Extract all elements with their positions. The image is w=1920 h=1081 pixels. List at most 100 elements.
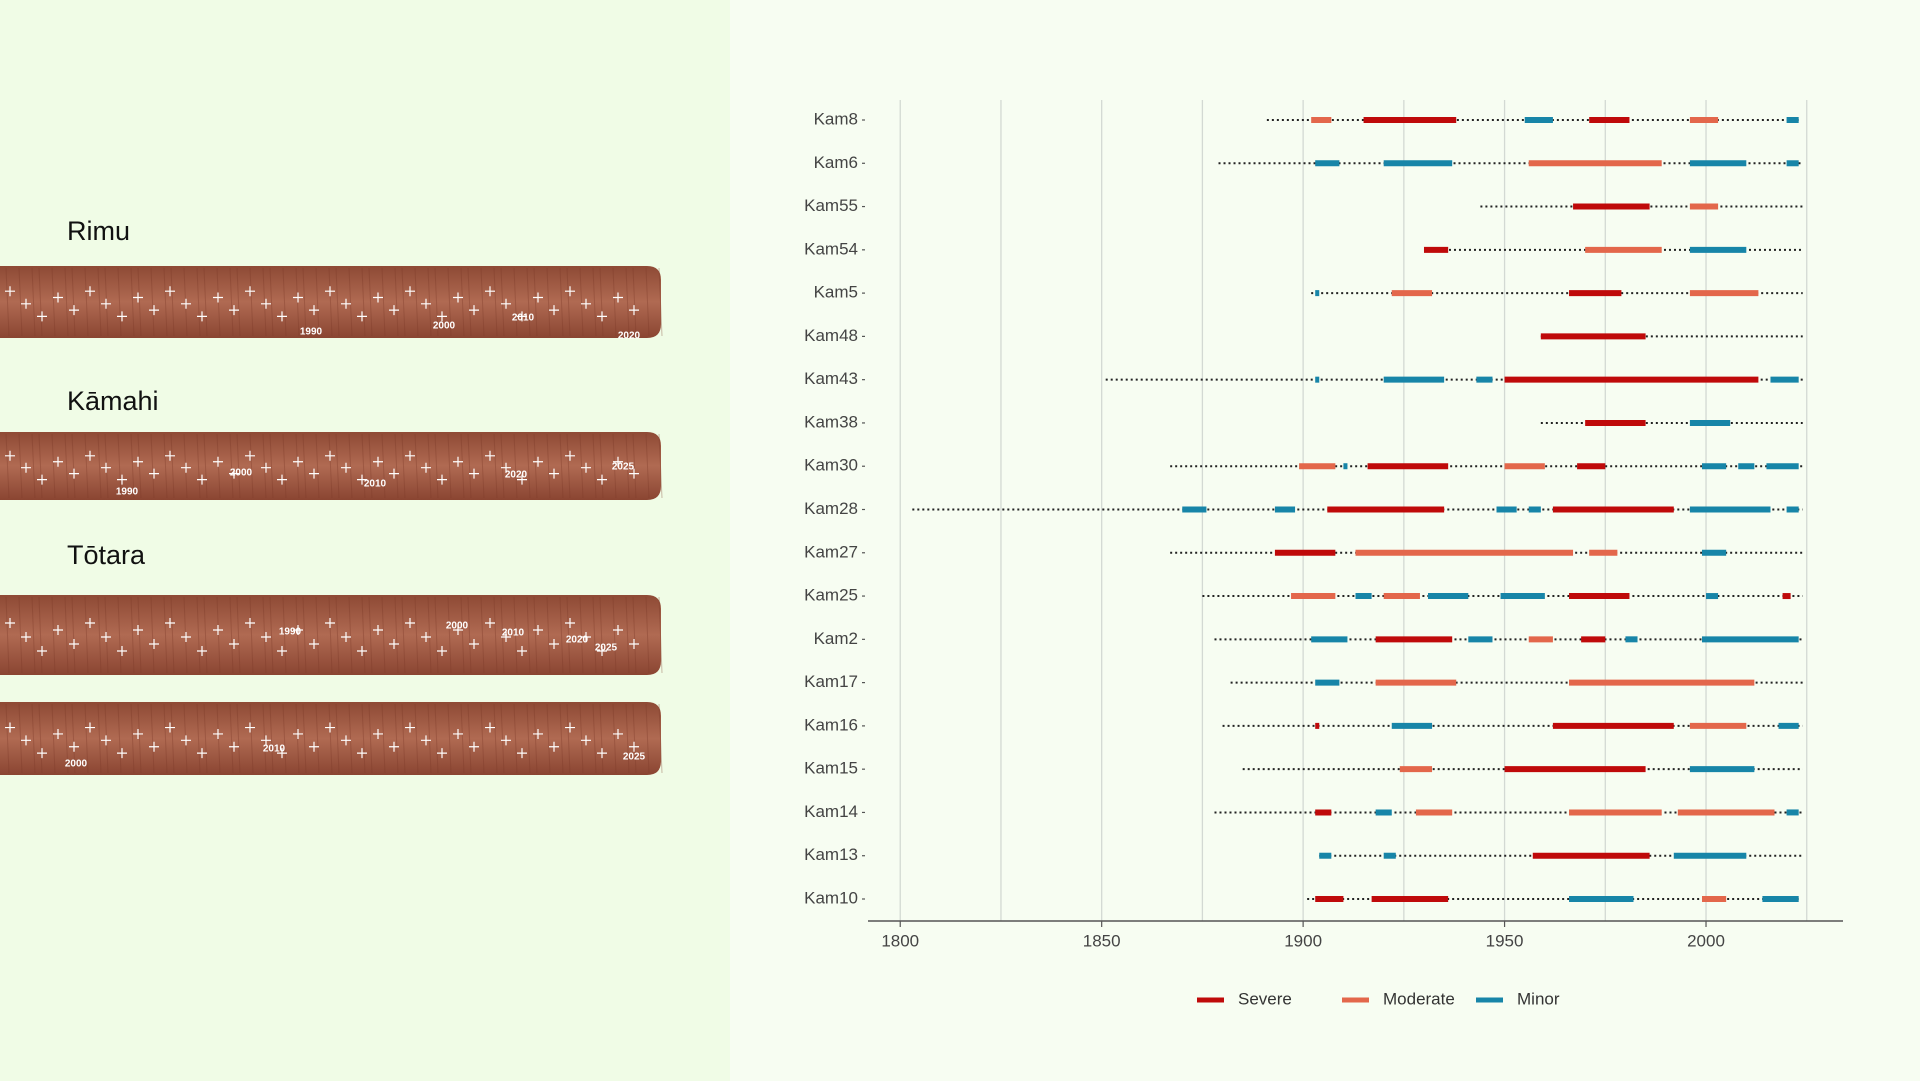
ring-marker	[613, 292, 623, 303]
ring-marker	[101, 298, 111, 309]
x-tick-label: 1850	[1083, 931, 1121, 950]
ring	[170, 267, 175, 337]
ring-marker	[149, 305, 159, 316]
row-label: Kam54	[804, 239, 858, 258]
ring-marker	[165, 722, 175, 733]
ring-marker	[133, 625, 143, 635]
ring-marker	[309, 639, 319, 649]
row-label: Kam2	[814, 629, 858, 648]
row-label: Kam43	[804, 369, 858, 388]
ring	[645, 267, 650, 337]
row-label: Kam30	[804, 456, 858, 475]
ring	[368, 703, 373, 774]
ring-marker	[245, 618, 255, 628]
ring-marker	[597, 311, 607, 322]
ring-marker	[261, 632, 271, 642]
row-label: Kam14	[804, 802, 858, 821]
ring-marker	[453, 728, 463, 739]
ring-marker	[373, 625, 383, 635]
ring	[249, 267, 254, 337]
ring-marker	[485, 618, 495, 628]
ring	[658, 267, 663, 337]
ring	[361, 433, 366, 499]
ring-marker	[373, 292, 383, 303]
ring-marker	[373, 456, 383, 467]
ring-marker	[181, 735, 191, 746]
ring	[401, 596, 406, 674]
ring	[414, 267, 419, 337]
ring	[31, 703, 36, 774]
ring	[71, 703, 76, 774]
ring	[335, 267, 340, 337]
ring-marker	[517, 474, 527, 485]
ring-marker	[197, 474, 207, 485]
core-image	[0, 595, 661, 675]
ring	[229, 596, 234, 674]
ring	[480, 596, 485, 674]
ring	[5, 596, 10, 674]
ring-marker	[37, 474, 47, 485]
ring-marker	[37, 646, 47, 656]
ring-marker	[437, 646, 447, 656]
ring-marker	[469, 305, 479, 316]
row-label: Kam10	[804, 888, 858, 907]
ring-marker	[485, 450, 495, 461]
ring	[282, 596, 287, 674]
ring	[269, 703, 274, 774]
ring	[414, 433, 419, 499]
ring	[526, 433, 531, 499]
ring	[381, 433, 386, 499]
ring	[18, 596, 23, 674]
ring	[526, 267, 531, 337]
ring	[31, 267, 36, 337]
ring-marker	[629, 305, 639, 316]
ring-marker	[549, 741, 559, 752]
ring-marker	[5, 286, 15, 297]
ring	[513, 596, 518, 674]
ring-marker	[341, 462, 351, 473]
ring	[447, 596, 452, 674]
ring	[533, 267, 538, 337]
ring	[348, 433, 353, 499]
core-year-label: 2010	[512, 313, 535, 324]
ring-marker	[357, 474, 367, 485]
row-label: Kam15	[804, 759, 858, 778]
ring	[315, 267, 320, 337]
ring	[64, 596, 69, 674]
ring-marker	[389, 639, 399, 649]
ring	[368, 433, 373, 499]
ring-marker	[197, 748, 207, 759]
ring-marker	[517, 311, 527, 322]
ring	[401, 433, 406, 499]
ring	[361, 267, 366, 337]
ring-marker	[133, 728, 143, 739]
ring	[493, 703, 498, 774]
core-year-label: 2020	[618, 331, 641, 342]
ring-marker	[485, 722, 495, 733]
ring-marker	[597, 474, 607, 485]
ring-marker	[549, 305, 559, 316]
ring-marker	[277, 646, 287, 656]
ring	[38, 267, 43, 337]
ring-marker	[261, 462, 271, 473]
ring	[262, 267, 267, 337]
ring	[315, 596, 320, 674]
ring	[546, 267, 551, 337]
ring-marker	[5, 722, 15, 733]
core-year-label: 2000	[65, 759, 88, 770]
ring-marker	[613, 625, 623, 635]
ring-marker	[517, 646, 527, 656]
ring	[546, 596, 551, 674]
ring-marker	[101, 632, 111, 642]
ring	[71, 596, 76, 674]
ring	[31, 433, 36, 499]
ring	[434, 596, 439, 674]
ring-marker	[21, 462, 31, 473]
ring	[64, 703, 69, 774]
ring	[533, 433, 538, 499]
ring-marker	[501, 462, 511, 473]
ring-marker	[117, 646, 127, 656]
ring	[51, 433, 56, 499]
ring	[612, 596, 617, 674]
ring	[480, 703, 485, 774]
